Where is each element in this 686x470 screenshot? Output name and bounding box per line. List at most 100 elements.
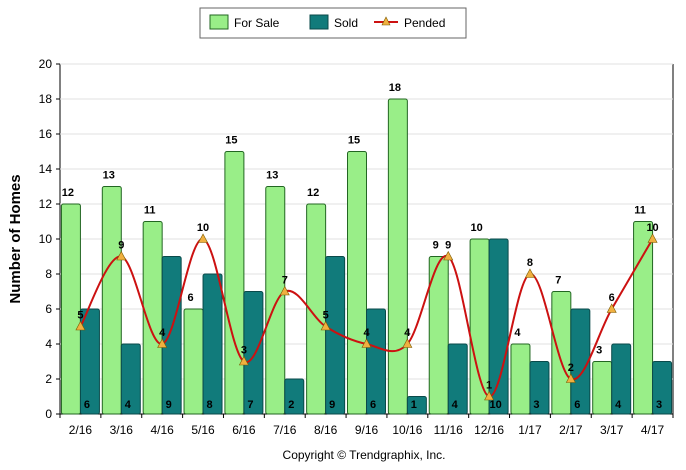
- y-tick-label: 8: [45, 267, 52, 281]
- data-label-sold: 1: [411, 399, 417, 411]
- y-tick-label: 12: [39, 197, 53, 211]
- pended-marker: [75, 320, 86, 331]
- data-label-pended: 3: [241, 345, 247, 357]
- pended-marker: [524, 268, 535, 278]
- data-label-sold: 3: [656, 399, 662, 411]
- bar-sold: [406, 396, 427, 415]
- y-tick-label: 0: [45, 407, 52, 421]
- bar-sold: [120, 343, 141, 415]
- bar-sold: [243, 291, 264, 415]
- legend-label-sold: Sold: [334, 16, 358, 30]
- y-tick-label: 14: [39, 162, 53, 176]
- x-tick-labels: 2/16 3/16 4/16 5/16 6/16 7/16 8/16 9/16 10/16 11/…: [59, 414, 674, 437]
- pended-marker: [565, 373, 576, 383]
- data-label-sold: 6: [84, 399, 90, 411]
- bar-for-sale: [183, 308, 204, 415]
- data-label-pended: 10: [646, 222, 658, 234]
- y-tick-label: 20: [39, 57, 53, 71]
- x-tick-label: 5/16: [191, 423, 215, 437]
- pended-line: [79, 238, 654, 398]
- y-axis-label: Number of Homes: [7, 174, 24, 303]
- pended-marker: [647, 233, 658, 243]
- data-label-sold: 2: [288, 399, 294, 411]
- y-tick-label: 6: [45, 302, 52, 316]
- data-label-for-sale: 11: [634, 205, 646, 217]
- x-tick-label: 8/16: [314, 423, 338, 437]
- bar-sold: [529, 361, 550, 415]
- pended-marker: [116, 250, 127, 261]
- data-label-for-sale: 12: [62, 187, 74, 199]
- bar-for-sale: [60, 203, 81, 415]
- data-label-sold: 6: [370, 399, 376, 411]
- legend-swatch-pended-marker: [381, 16, 391, 26]
- x-tick-label: 1/17: [518, 423, 542, 437]
- legend-label-for-sale: For Sale: [234, 16, 280, 30]
- bar-for-sale: [387, 98, 408, 415]
- data-label-sold: 4: [615, 399, 622, 411]
- legend: For Sale Sold Pended: [199, 7, 467, 39]
- data-label-sold: 10: [489, 399, 501, 411]
- legend-swatch-sold: [309, 14, 329, 30]
- bar-sold: [161, 256, 182, 415]
- data-label-pended: 9: [118, 240, 124, 252]
- bar-sold: [366, 308, 386, 415]
- y-tick-label: 2: [45, 372, 52, 386]
- data-label-pended: 7: [282, 275, 288, 287]
- data-label-pended: 5: [77, 310, 83, 322]
- data-label-sold: 9: [329, 399, 335, 411]
- x-tick-label: 4/16: [150, 423, 174, 437]
- bar-sold: [611, 343, 632, 415]
- data-label-sold: 9: [166, 399, 172, 411]
- data-label-sold: 7: [247, 399, 253, 411]
- copyright: Copyright © Trendgraphix, Inc.: [283, 448, 446, 462]
- data-label-for-sale: 13: [103, 170, 115, 182]
- x-tick-label: 12/16: [474, 423, 504, 437]
- x-tick-label: 4/17: [641, 423, 665, 437]
- bar-for-sale: [592, 361, 613, 415]
- pended-marker: [279, 285, 290, 296]
- data-label-sold: 3: [533, 399, 539, 411]
- data-label-pended: 2: [568, 362, 574, 374]
- data-label-sold: 6: [574, 399, 580, 411]
- x-tick-label: 6/16: [232, 423, 256, 437]
- data-label-for-sale: 10: [470, 222, 482, 234]
- data-label-sold: 4: [452, 399, 459, 411]
- bar-sold: [488, 238, 509, 415]
- bar-for-sale: [265, 186, 286, 415]
- bar-sold: [79, 308, 100, 415]
- legend-box: [199, 7, 467, 39]
- data-label-pended: 1: [486, 380, 492, 392]
- bar-for-sale: [347, 151, 367, 415]
- pended-marker: [484, 390, 495, 401]
- data-labels: 1261341196815713212915618194101043763411…: [62, 82, 662, 411]
- data-label-pended: 9: [445, 240, 451, 252]
- data-label-for-sale: 3: [596, 345, 602, 357]
- data-label-pended: 4: [404, 327, 411, 339]
- data-label-for-sale: 15: [348, 135, 360, 147]
- data-label-for-sale: 13: [266, 170, 278, 182]
- data-label-sold: 4: [125, 399, 132, 411]
- pended-marker: [361, 338, 372, 348]
- data-label-for-sale: 9: [433, 240, 439, 252]
- x-tick-label: 2/17: [559, 423, 583, 437]
- x-tick-label: 3/16: [110, 423, 134, 437]
- data-label-for-sale: 4: [514, 327, 521, 339]
- bar-sold: [284, 378, 305, 415]
- pended-marker: [443, 250, 454, 261]
- data-label-for-sale: 15: [225, 135, 237, 147]
- bar-for-sale: [101, 186, 122, 415]
- y-tick-label: 18: [39, 92, 53, 106]
- bar-sold: [202, 273, 223, 415]
- x-tick-label: 10/16: [392, 423, 422, 437]
- bars: [60, 98, 673, 415]
- data-label-for-sale: 18: [389, 82, 401, 94]
- pended-marker: [157, 338, 168, 348]
- data-label-pended: 10: [197, 222, 209, 234]
- x-tick-label: 3/17: [600, 423, 624, 437]
- bar-sold: [570, 308, 591, 415]
- pended-marker: [606, 303, 617, 313]
- pended-marker: [198, 233, 209, 243]
- data-label-for-sale: 12: [307, 187, 319, 199]
